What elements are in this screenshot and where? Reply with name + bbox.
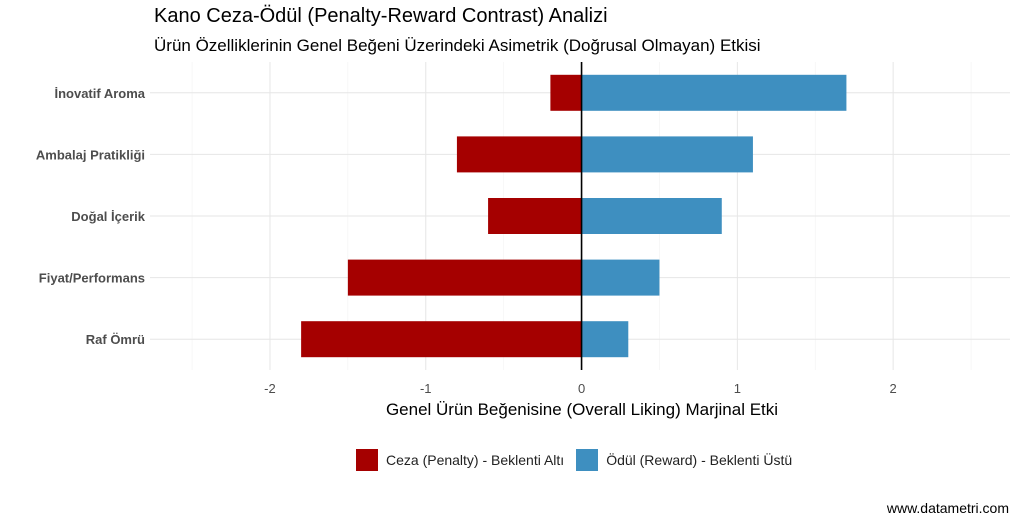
bar-penalty [301,321,582,358]
bar-reward [581,198,722,234]
legend-swatch-penalty [356,449,378,471]
x-tick-label: 1 [734,381,741,396]
legend: Ceza (Penalty) - Beklenti Altı Ödül (Rew… [356,449,792,471]
y-tick-label: Raf Ömrü [86,332,145,347]
legend-swatch-reward [576,449,599,471]
x-tick-label: 2 [890,381,897,396]
legend-label-reward: Ödül (Reward) - Beklenti Üstü [606,452,793,468]
chart-title: Kano Ceza-Ödül (Penalty-Reward Contrast)… [154,5,608,27]
x-tick-label: -2 [264,381,276,396]
bar-penalty [456,136,582,173]
y-tick-label: Fiyat/Performans [39,271,145,286]
legend-label-penalty: Ceza (Penalty) - Beklenti Altı [386,452,565,468]
bar-penalty [347,259,582,296]
x-axis-label: Genel Ürün Beğenisine (Overall Liking) M… [385,400,779,419]
bar-reward [581,136,753,173]
bar-reward [581,259,660,296]
bar-reward [581,74,847,111]
chart-subtitle: Ürün Özelliklerinin Genel Beğeni Üzerind… [154,36,761,55]
bar-penalty [488,198,582,234]
y-tick-label: İnovatif Aroma [54,86,145,101]
x-tick-label: 0 [578,381,585,396]
bar-reward [581,321,629,358]
caption: www.datametri.com [886,500,1009,516]
y-tick-label: Ambalaj Pratikliği [36,147,145,162]
bar-penalty [550,74,582,111]
x-tick-label: -1 [420,381,432,396]
y-tick-label: Doğal İçerik [71,209,145,224]
